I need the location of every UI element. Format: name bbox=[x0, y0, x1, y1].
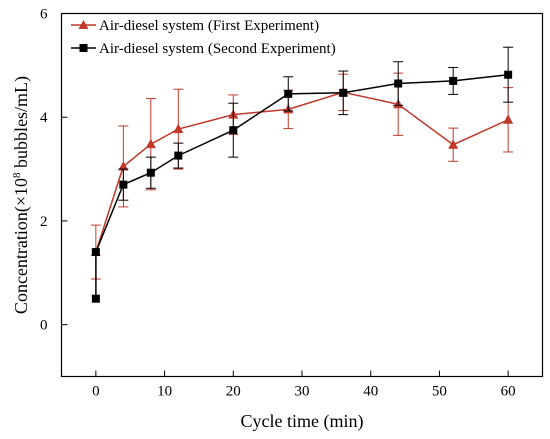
y-tick-label: 4 bbox=[40, 110, 48, 126]
plot-frame bbox=[60, 12, 544, 378]
data-point bbox=[119, 180, 128, 189]
legend-marker-first bbox=[78, 20, 89, 29]
data-point bbox=[145, 138, 156, 149]
y-tick-label: 2 bbox=[40, 214, 48, 230]
data-point bbox=[118, 160, 129, 171]
x-tick-label: 30 bbox=[295, 384, 310, 400]
legend-marker-second bbox=[79, 44, 88, 52]
x-tick-label: 20 bbox=[226, 384, 241, 400]
data-point bbox=[229, 126, 238, 135]
data-point bbox=[91, 248, 100, 257]
data-point bbox=[146, 168, 155, 177]
y-axis-title: Concentration(×108 bubbles/mL) bbox=[11, 76, 32, 314]
series-2 bbox=[91, 46, 514, 303]
x-tick-label: 10 bbox=[157, 384, 172, 400]
data-point bbox=[284, 89, 293, 98]
legend-label-second: Air-diesel system (Second Experiment) bbox=[99, 41, 336, 57]
x-tick-label: 60 bbox=[501, 384, 516, 400]
y-axis: 0 2 4 6 bbox=[40, 7, 68, 334]
data-point bbox=[173, 123, 184, 134]
data-point bbox=[394, 79, 403, 88]
data-point bbox=[503, 114, 514, 124]
x-axis: 0 10 20 30 40 50 60 bbox=[92, 370, 516, 400]
legend-item-first: Air-diesel system (First Experiment) bbox=[71, 18, 319, 34]
legend: Air-diesel system (First Experiment) Air… bbox=[71, 18, 336, 57]
y-axis-title-prefix: Concentration(×10 bbox=[11, 178, 32, 314]
x-tick-label: 0 bbox=[92, 384, 100, 400]
data-point bbox=[449, 76, 458, 85]
legend-item-second: Air-diesel system (Second Experiment) bbox=[71, 41, 336, 57]
data-point bbox=[174, 151, 183, 160]
data-point bbox=[504, 70, 513, 79]
data-point bbox=[91, 294, 100, 303]
y-axis-title-exponent: 8 bbox=[11, 172, 23, 178]
y-tick-label: 0 bbox=[40, 318, 48, 334]
y-tick-label: 6 bbox=[40, 7, 48, 23]
legend-label-first: Air-diesel system (First Experiment) bbox=[99, 18, 319, 34]
y-axis-title-suffix: bubbles/mL) bbox=[11, 76, 32, 173]
x-axis-title: Cycle time (min) bbox=[241, 411, 364, 432]
x-tick-label: 50 bbox=[432, 384, 447, 400]
x-tick-label: 40 bbox=[363, 384, 378, 400]
data-point bbox=[339, 88, 348, 97]
series-layer bbox=[90, 46, 514, 303]
data-point bbox=[448, 139, 459, 149]
